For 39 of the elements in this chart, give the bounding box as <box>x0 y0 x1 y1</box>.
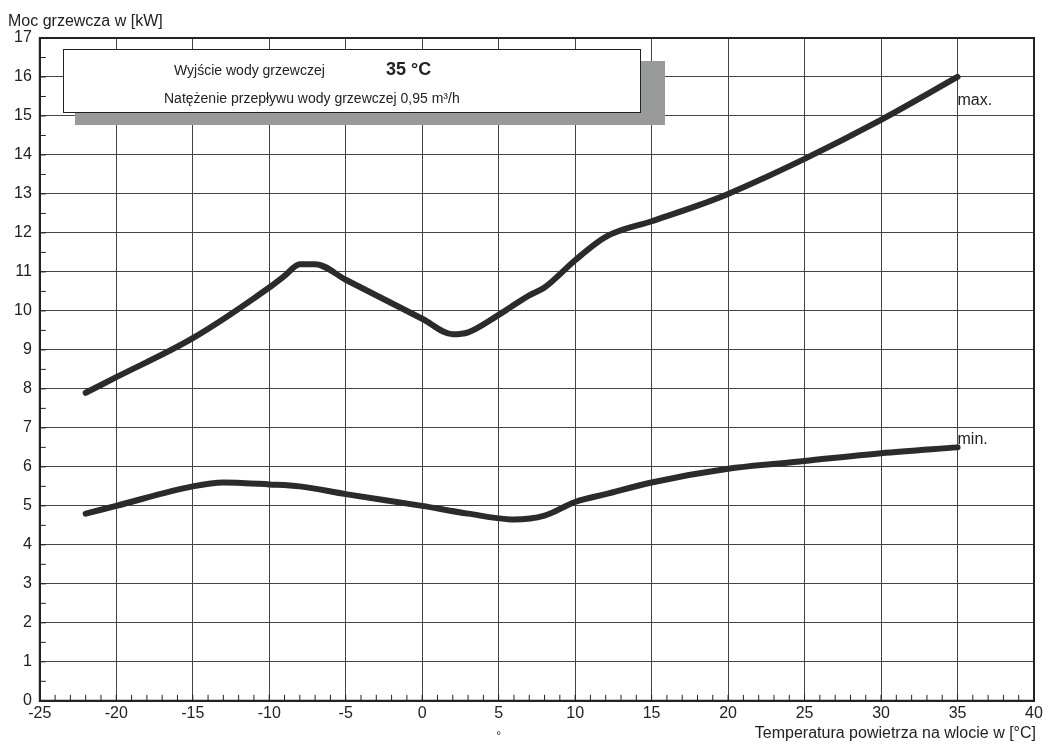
x-tick-label: 40 <box>1025 703 1043 721</box>
x-tick-label: 5 <box>494 703 504 721</box>
annotation: Wyjście wody grzewczej <box>174 62 325 78</box>
y-tick-label: 4 <box>22 535 32 553</box>
x-tick-label: -5 <box>338 703 353 721</box>
x-tick-label: 30 <box>872 703 891 721</box>
x-tick-label: -10 <box>257 703 281 721</box>
y-tick-label: 16 <box>14 67 32 85</box>
series-label: min. <box>957 429 988 447</box>
y-tick-label: 3 <box>22 574 32 592</box>
y-tick-label: 12 <box>14 223 32 241</box>
y-tick-label: 2 <box>22 613 32 631</box>
x-tick-label: 0 <box>417 703 427 721</box>
annotation: 35 °C <box>386 59 432 80</box>
y-tick-label: 1 <box>22 652 32 670</box>
y-tick-label: 9 <box>22 340 32 358</box>
y-tick-label: 7 <box>22 418 32 436</box>
x-tick-label: 20 <box>719 703 738 721</box>
y-tick-label: 10 <box>14 301 32 319</box>
y-tick-label: 8 <box>22 379 32 397</box>
y-tick-label: 15 <box>14 106 32 124</box>
x-tick-label: 10 <box>566 703 585 721</box>
text: ° <box>496 729 502 744</box>
y-tick-label: 0 <box>22 691 32 709</box>
x-tick-label: 15 <box>642 703 661 721</box>
y-tick-label: 17 <box>14 28 32 46</box>
x-axis-title: Temperatura powietrza na wlocie w [°C] <box>754 724 1036 742</box>
y-axis-title: Moc grzewcza w [kW] <box>8 12 163 30</box>
y-tick-label: 14 <box>14 145 32 163</box>
y-tick-label: 13 <box>14 184 32 202</box>
x-tick-label: -15 <box>181 703 205 721</box>
x-tick-label: 35 <box>948 703 967 721</box>
y-tick-label: 5 <box>22 496 32 514</box>
x-tick-label: -20 <box>104 703 128 721</box>
y-tick-label: 11 <box>15 262 32 280</box>
y-tick-label: 6 <box>22 457 32 475</box>
x-tick-label: 25 <box>795 703 814 721</box>
annotation: Natężenie przepływu wody grzewczej 0,95 m³/h <box>164 90 460 106</box>
series-label: max. <box>957 91 993 109</box>
